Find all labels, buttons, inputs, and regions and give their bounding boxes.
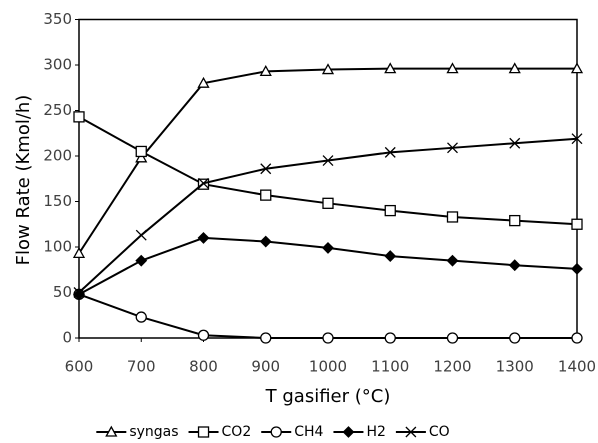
marker [135,229,147,241]
x-tick-label: 600 [65,358,94,376]
x-tick-label: 1100 [371,358,409,376]
marker [446,254,459,267]
marker [447,142,458,154]
marker [509,214,521,227]
marker [446,62,459,74]
x-tick-label: 700 [127,358,156,376]
legend-label: CH4 [294,424,323,440]
marker [259,235,272,248]
marker [260,189,272,201]
marker [384,62,397,74]
marker [197,76,210,88]
marker [135,311,147,323]
y-tick-label: 150 [43,192,72,210]
marker [384,204,396,217]
marker [72,247,86,259]
x-tick-label: 1000 [309,358,347,376]
x-tick-label: 1300 [496,358,534,376]
marker [508,62,521,74]
legend-label: CO [429,424,450,440]
marker [321,63,335,75]
marker [570,62,584,74]
marker [384,250,397,263]
x-tick-label: 900 [251,358,280,376]
marker [446,211,459,223]
marker [135,151,148,163]
marker [322,155,334,167]
marker [197,329,210,341]
y-tick-label: 350 [43,10,72,28]
marker [571,332,583,344]
y-axis-title: Flow Rate (Kmol/h) [13,95,34,266]
marker [384,146,396,158]
marker [105,425,118,437]
legend: syngas CO2 CH4 H2 CO [96,424,450,440]
marker [446,332,459,344]
y-tick-label: 50 [53,283,72,301]
marker [260,332,272,344]
x-tick-label: 800 [189,358,218,376]
series-line [78,293,577,339]
legend-label: H2 [366,424,385,440]
marker [384,332,396,344]
legend-label: syngas [129,424,178,440]
marker [322,197,334,209]
marker [322,241,334,254]
marker [135,254,148,267]
y-tick-label: 100 [43,238,72,256]
y-tick-label: 200 [43,147,72,165]
series-line [78,137,578,294]
marker [197,231,210,244]
marker [259,65,272,77]
marker [73,288,85,301]
marker [571,133,583,145]
marker [509,332,521,344]
marker [571,262,583,275]
marker [270,426,282,438]
marker [197,426,210,438]
marker [260,163,272,175]
marker [342,426,355,438]
x-tick-label: 1400 [558,358,596,376]
marker [509,137,521,149]
marker [73,287,85,298]
marker [135,145,147,158]
x-tick-label: 1200 [433,358,471,376]
y-tick-label: 0 [62,329,72,347]
marker [198,177,209,189]
marker [405,426,417,438]
marker [571,218,583,230]
legend-label: CO2 [222,424,252,440]
y-tick-label: 250 [43,101,72,119]
marker [322,332,334,344]
x-axis-title: T gasifier (°C) [265,386,391,407]
y-tick-label: 300 [43,56,72,74]
marker [73,111,85,123]
marker [508,259,521,272]
